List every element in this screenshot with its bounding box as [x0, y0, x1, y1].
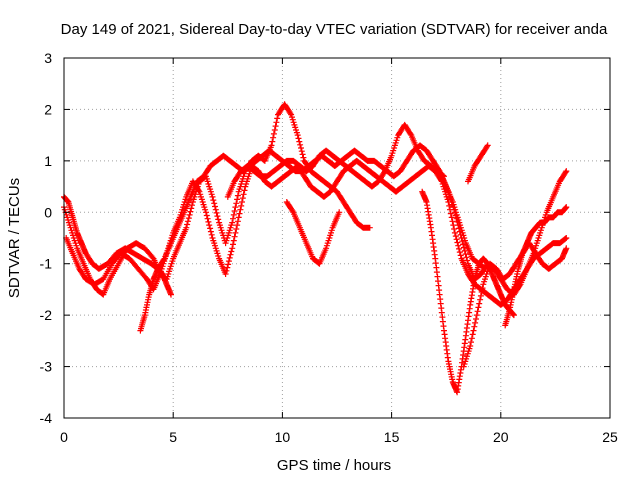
plus-markers	[137, 265, 174, 334]
x-tick-labels: 0 5 10 15 20 25	[60, 429, 618, 445]
y-tick-label: 0	[44, 204, 52, 220]
plus-markers	[224, 121, 447, 200]
series-track-4	[137, 265, 174, 334]
plus-markers	[419, 188, 517, 396]
series-track-11	[502, 204, 570, 329]
series-track-6	[283, 199, 343, 267]
y-tick-label: -4	[40, 410, 53, 426]
x-tick-label: 5	[169, 429, 177, 445]
y-tick-label: 2	[44, 101, 52, 117]
x-tick-label: 0	[60, 429, 68, 445]
x-tick-label: 15	[384, 429, 400, 445]
y-tick-label: 3	[44, 50, 52, 66]
x-tick-label: 25	[602, 429, 618, 445]
plus-markers	[502, 204, 570, 329]
data-points	[61, 101, 570, 396]
y-tick-label: -1	[40, 256, 53, 272]
y-tick-label: 1	[44, 153, 52, 169]
x-tick-label: 10	[275, 429, 291, 445]
plus-markers	[465, 142, 491, 185]
chart-title: Day 149 of 2021, Sidereal Day-to-day VTE…	[61, 21, 608, 38]
x-tick-label: 20	[493, 429, 509, 445]
series-track-7	[419, 188, 517, 396]
y-tick-label: -3	[40, 359, 53, 375]
axis-ticks	[63, 57, 611, 419]
plot-frame	[63, 57, 611, 419]
y-tick-labels: -4 -3 -2 -1 0 1 2 3	[40, 50, 53, 426]
x-axis-title: GPS time / hours	[277, 457, 391, 474]
plus-markers	[283, 199, 343, 267]
series-track-5	[224, 121, 447, 200]
y-tick-label: -2	[40, 307, 53, 323]
series-track-10	[465, 142, 491, 185]
y-axis-title: SDTVAR / TECUs	[6, 178, 23, 298]
